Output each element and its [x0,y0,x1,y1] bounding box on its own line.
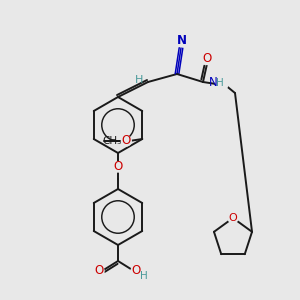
Circle shape [216,78,228,90]
Circle shape [113,162,123,172]
Text: O: O [94,265,103,278]
Text: N: N [208,76,217,89]
Text: H: H [135,75,143,85]
Text: N: N [177,34,187,46]
Text: O: O [131,265,141,278]
Circle shape [94,266,104,276]
Text: O: O [113,160,123,173]
Circle shape [121,136,131,146]
Text: O: O [122,134,131,148]
Circle shape [131,266,141,276]
Text: O: O [229,213,237,223]
Text: H: H [216,78,224,88]
Text: O: O [202,52,211,64]
Circle shape [228,213,238,223]
Text: CH₃: CH₃ [103,136,122,146]
Text: H: H [140,271,148,281]
Circle shape [202,56,211,64]
